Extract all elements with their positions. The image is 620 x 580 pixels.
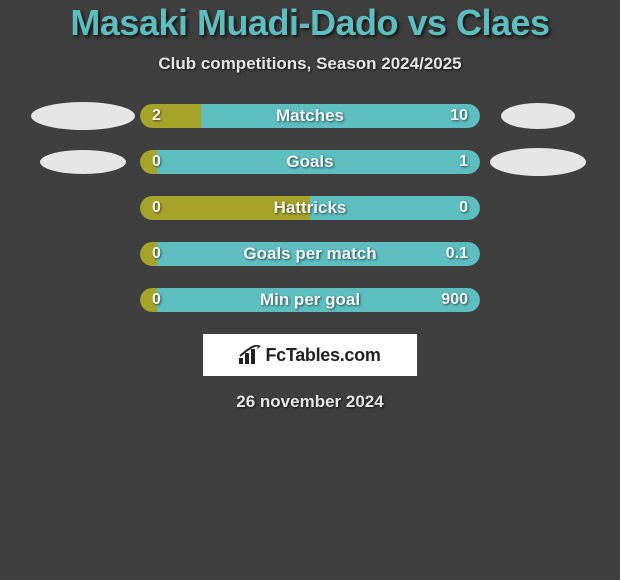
bar-left-segment [140,196,310,220]
stat-row: 01Goals [0,150,620,174]
bars-region: 210Matches01Goals00Hattricks00.1Goals pe… [0,104,620,312]
bar-right-segment [157,150,480,174]
left-value: 2 [152,104,161,128]
subtitle: Club competitions, Season 2024/2025 [0,54,620,74]
stat-bar: 01Goals [140,150,480,174]
bar-chart-icon [239,345,261,365]
stat-bar: 0900Min per goal [140,288,480,312]
stat-row: 0900Min per goal [0,288,620,312]
bar-right-segment [201,104,480,128]
stat-bar: 210Matches [140,104,480,128]
left-value: 0 [152,150,161,174]
bar-right-segment [310,196,480,220]
player-right-ellipse [501,103,575,129]
left-value: 0 [152,242,161,266]
stat-bar: 00.1Goals per match [140,242,480,266]
source-logo: FcTables.com [203,334,417,376]
right-value: 0.1 [446,242,468,266]
right-value: 0 [459,196,468,220]
right-value: 10 [450,104,468,128]
bar-right-segment [157,242,480,266]
left-ellipse-slot [25,150,140,174]
player-right-ellipse [490,148,586,176]
comparison-card: Masaki Muadi-Dado vs Claes Club competit… [0,0,620,412]
right-ellipse-slot [480,148,595,176]
player-left-ellipse [40,150,126,174]
date-label: 26 november 2024 [0,392,620,412]
player-left-ellipse [31,102,135,130]
right-value: 1 [459,150,468,174]
page-title: Masaki Muadi-Dado vs Claes [0,2,620,44]
stat-row: 00.1Goals per match [0,242,620,266]
right-ellipse-slot [480,103,595,129]
right-value: 900 [441,288,468,312]
left-value: 0 [152,196,161,220]
left-value: 0 [152,288,161,312]
left-ellipse-slot [25,102,140,130]
bar-left-segment [140,104,201,128]
stat-row: 00Hattricks [0,196,620,220]
stat-bar: 00Hattricks [140,196,480,220]
bar-right-segment [157,288,480,312]
logo-inner: FcTables.com [239,345,380,366]
logo-text: FcTables.com [265,345,380,366]
stat-row: 210Matches [0,104,620,128]
